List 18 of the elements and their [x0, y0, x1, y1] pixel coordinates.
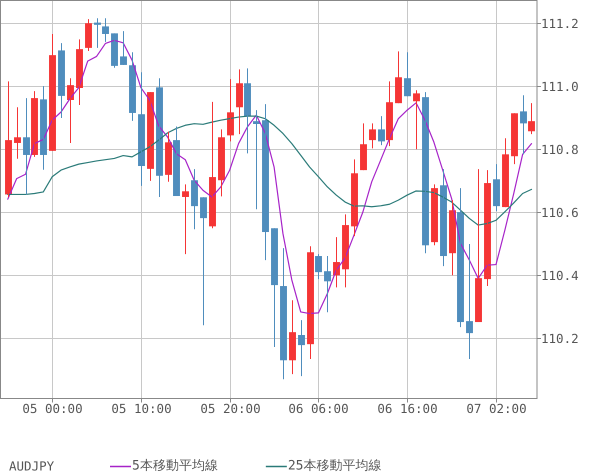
x-tick-label: 07 02:00 [466, 401, 527, 416]
text: AUDJPY [9, 458, 55, 474]
legend-label: 25本移動平均線 [288, 458, 382, 474]
x-tick-label: 06 06:00 [288, 401, 349, 416]
x-tick-label: 05 00:00 [22, 401, 83, 416]
candlestick [94, 18, 101, 48]
y-tick-label: 111.0 [541, 79, 579, 94]
x-tick-label: 05 10:00 [111, 401, 172, 416]
y-tick-label: 110.2 [541, 331, 579, 346]
legend-label: 5本移動平均線 [132, 458, 218, 474]
x-tick-label: 05 20:00 [200, 401, 261, 416]
y-tick-label: 111.2 [541, 16, 579, 31]
x-tick-label: 06 16:00 [377, 401, 438, 416]
y-tick-label: 110.8 [541, 142, 579, 157]
candlestick [324, 256, 331, 313]
y-tick-label: 110.4 [541, 268, 579, 283]
y-tick-label: 110.6 [541, 205, 579, 220]
candlestick [528, 102, 535, 135]
